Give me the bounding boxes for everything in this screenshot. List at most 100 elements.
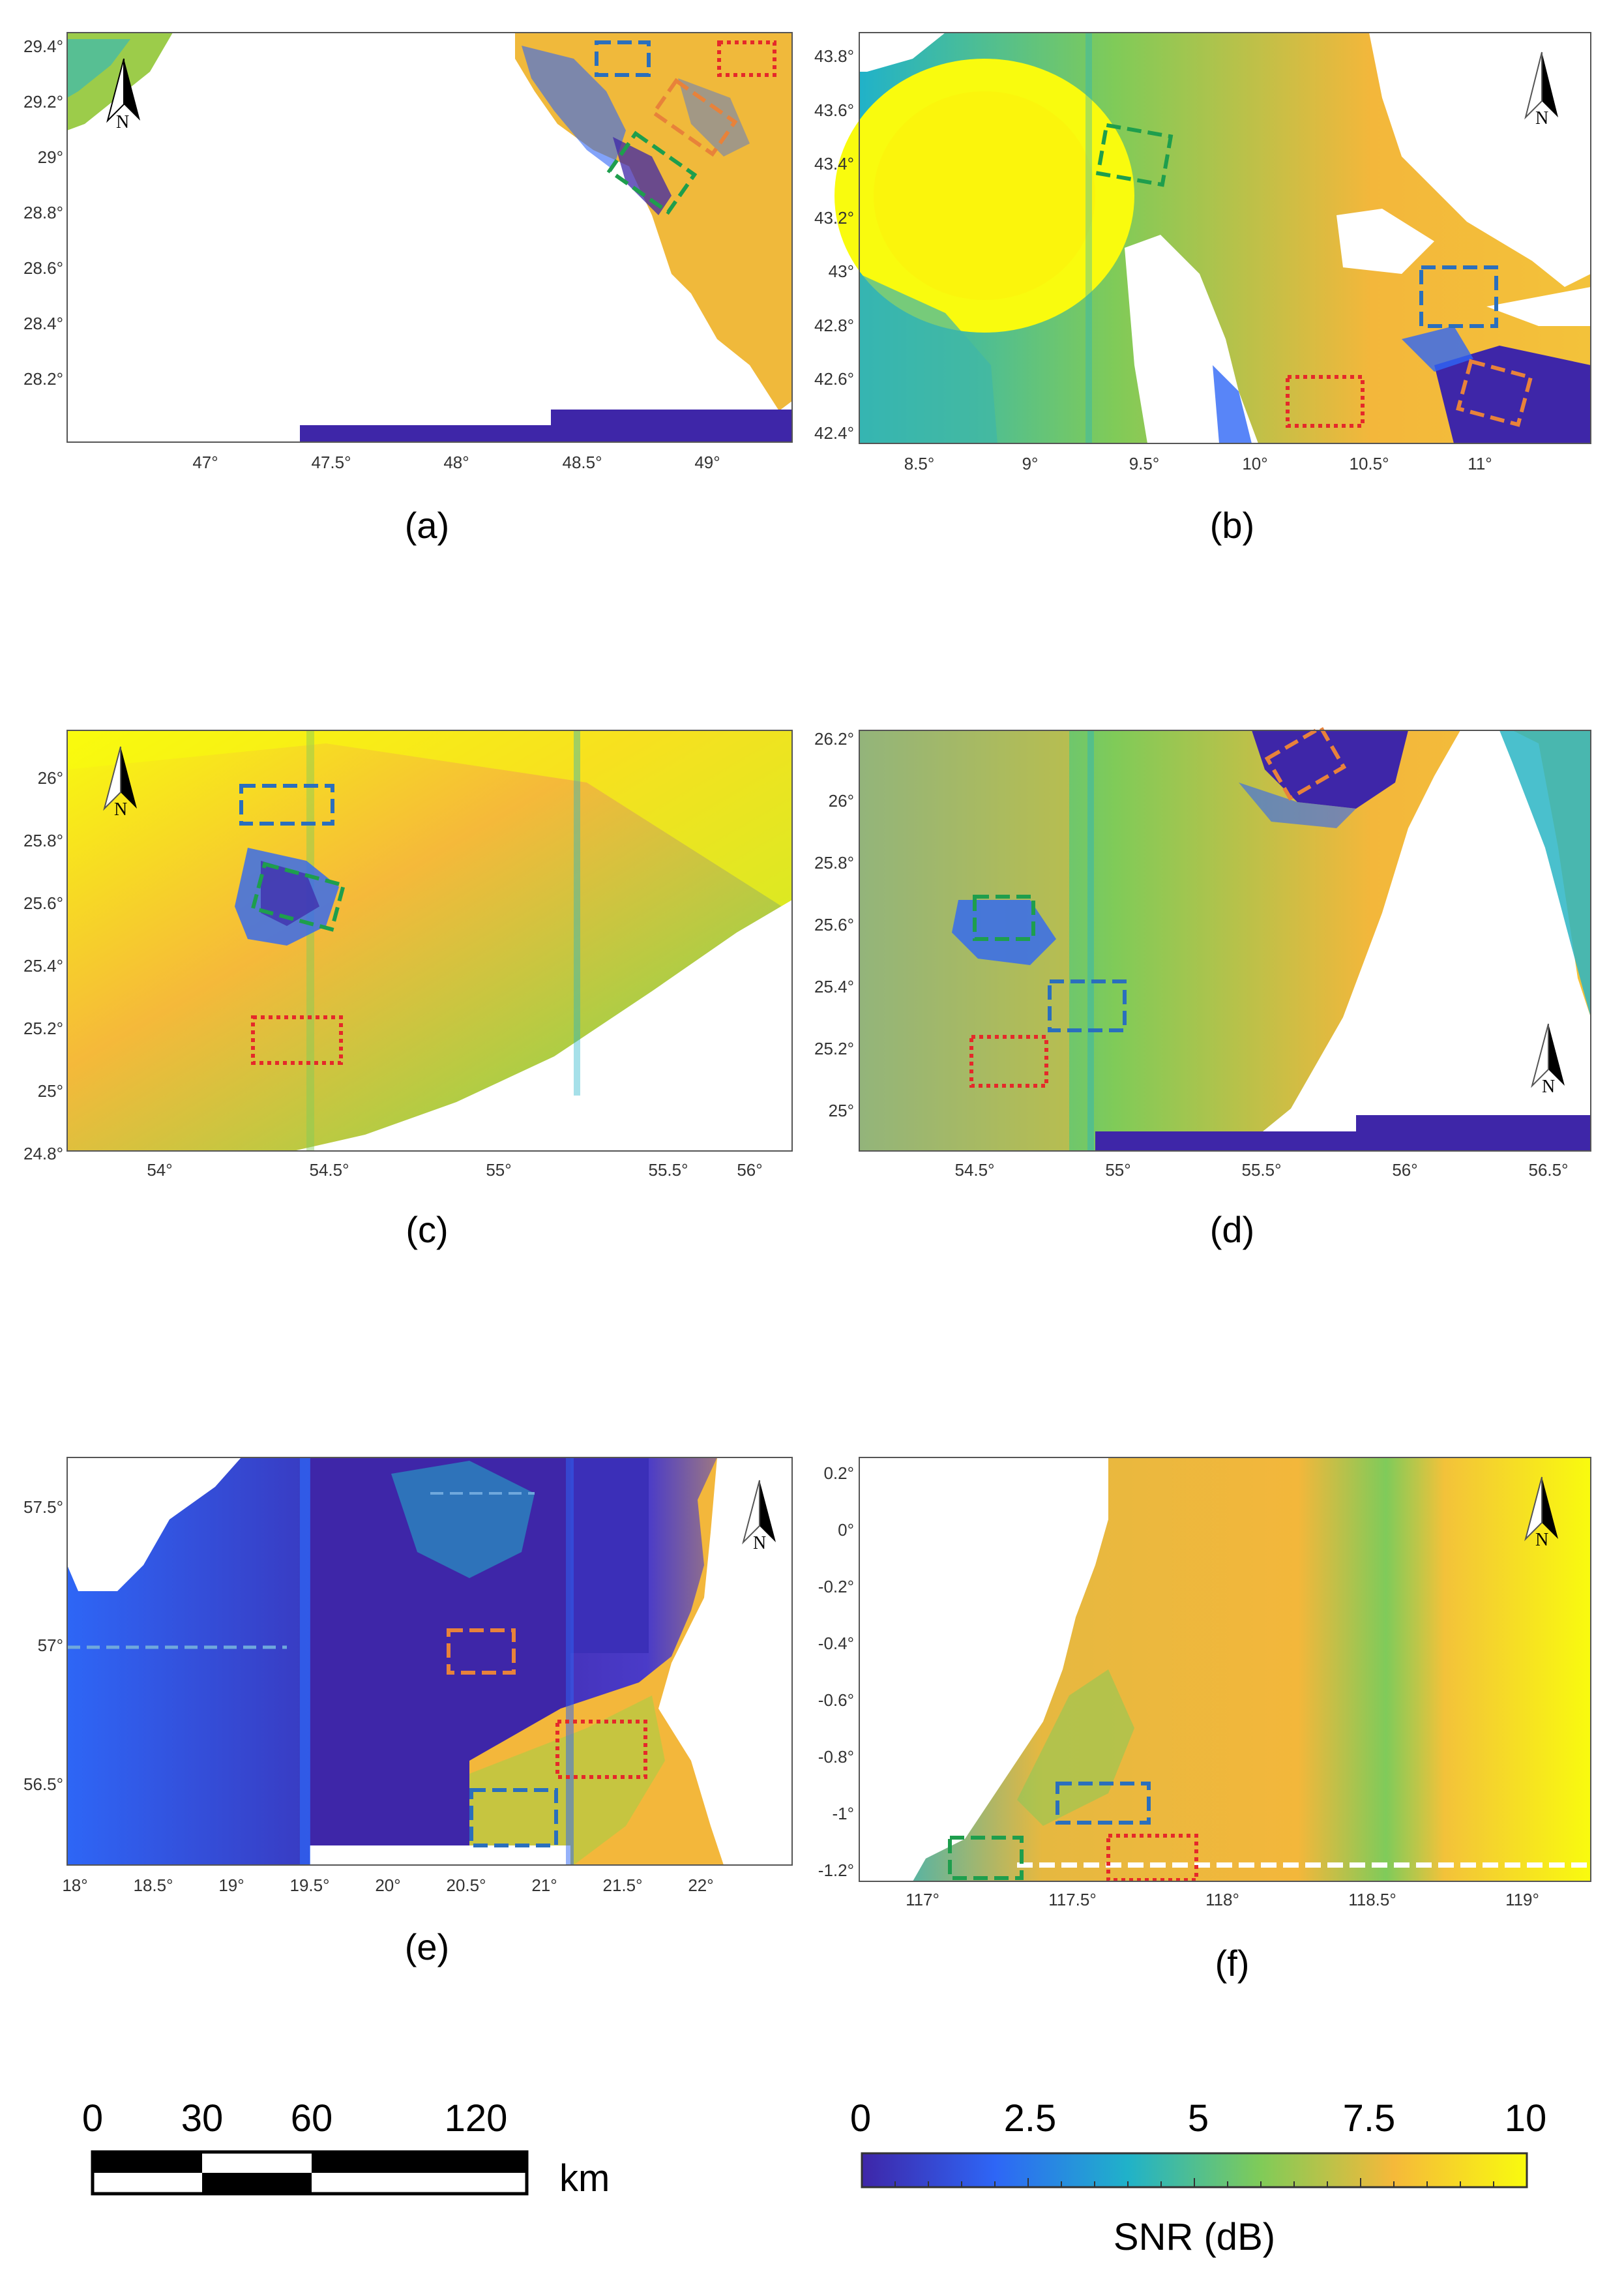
lat-axis-c: 26° 25.8° 25.6° 25.4° 25.2° 25° 24.8°	[23, 768, 63, 1163]
lon-tick: 55.5°	[1241, 1160, 1281, 1180]
lat-tick: 43.4°	[814, 154, 854, 173]
lat-axis-f: 0.2° 0° -0.2° -0.4° -0.6° -0.8° -1° -1.2…	[818, 1463, 854, 1880]
box-blue	[595, 40, 651, 77]
north-arrow-icon: N	[1524, 1476, 1558, 1550]
colorbar: 0 2.5 5 7.5 10 SNR (dB)	[850, 2097, 1546, 2258]
lat-axis-b: 43.8° 43.6° 43.4° 43.2° 43° 42.8° 42.6° …	[814, 46, 854, 443]
lat-tick: 42.6°	[814, 369, 854, 389]
lon-tick: 8.5°	[904, 454, 935, 473]
lat-tick: 0.2°	[823, 1463, 854, 1483]
lat-tick: 0°	[838, 1520, 854, 1540]
lon-tick: 48.5°	[562, 453, 602, 472]
lat-tick: 25.8°	[23, 831, 63, 850]
lat-tick: -0.2°	[818, 1577, 854, 1596]
panel-caption: (f)	[1215, 1943, 1250, 1984]
box-blue	[1056, 1782, 1151, 1825]
lon-tick: 9.5°	[1129, 454, 1160, 473]
box-blue	[239, 784, 334, 826]
lon-tick: 22°	[688, 1875, 713, 1895]
lat-axis-a: 29.4° 29.2° 29° 28.8° 28.6° 28.4° 28.2°	[23, 37, 63, 389]
lon-tick: 20.5°	[446, 1875, 486, 1895]
box-green	[973, 895, 1035, 941]
lat-tick: 28.6°	[23, 258, 63, 278]
lon-axis-a: 47° 47.5° 48° 48.5° 49°	[192, 453, 720, 472]
panel-d: N 26.2° 26° 25.8° 25.6° 25.4° 25.2° 25° …	[814, 724, 1591, 1250]
lat-tick: 29.2°	[23, 92, 63, 112]
lon-tick: 54.5°	[954, 1160, 994, 1180]
lat-tick: 29.4°	[23, 37, 63, 56]
panel-f: N 0.2° 0° -0.2° -0.4° -0.6° -0.8° -1° -1…	[818, 1457, 1591, 1984]
lat-tick: 25°	[38, 1081, 63, 1101]
lon-tick: 18°	[62, 1875, 87, 1895]
panel-caption: (a)	[405, 505, 449, 546]
box-blue	[469, 1788, 558, 1847]
box-orange	[1264, 724, 1347, 801]
map-f: N	[859, 1457, 1591, 1882]
lat-tick: 56.5°	[23, 1774, 63, 1794]
svg-text:N: N	[753, 1533, 766, 1553]
lat-tick: 25.8°	[814, 853, 854, 873]
svg-text:N: N	[1535, 1530, 1548, 1550]
lon-tick: 48°	[443, 453, 469, 472]
lon-tick: 54.5°	[309, 1160, 349, 1180]
colorbar-tick-label: 0	[850, 2097, 871, 2140]
panel-b: N 43.8° 43.6° 43.4° 43.2° 43° 42.8° 42.6…	[814, 32, 1591, 546]
lon-axis-e: 18° 18.5° 19° 19.5° 20° 20.5° 21° 21.5° …	[62, 1875, 713, 1895]
scale-bar: 0 30 60 120 km	[82, 2097, 610, 2200]
lon-axis-f: 117° 117.5° 118° 118.5° 119°	[906, 1890, 1539, 1909]
map-d: N	[859, 724, 1591, 1152]
box-orange	[1456, 359, 1533, 427]
box-green	[606, 130, 698, 215]
lat-tick: 28.2°	[23, 369, 63, 389]
lon-tick: 55°	[1105, 1160, 1130, 1180]
lon-tick: 56.5°	[1528, 1160, 1568, 1180]
svg-text:N: N	[1542, 1077, 1555, 1097]
box-blue	[1419, 265, 1498, 328]
svg-text:N: N	[116, 112, 129, 132]
colorbar-tick-label: 2.5	[1004, 2097, 1057, 2140]
lon-tick: 18.5°	[133, 1875, 173, 1895]
north-arrow-icon: N	[106, 58, 140, 132]
lat-tick: 57°	[38, 1635, 63, 1655]
lat-tick: 24.8°	[23, 1144, 63, 1163]
lat-tick: 26.2°	[814, 729, 854, 749]
lat-tick: -1°	[832, 1804, 854, 1823]
scale-label: 30	[181, 2097, 224, 2140]
lon-tick: 117°	[906, 1890, 939, 1909]
lon-tick: 54°	[147, 1160, 172, 1180]
scale-label: 60	[291, 2097, 333, 2140]
lat-tick: 26°	[829, 791, 854, 811]
lon-tick: 56°	[1392, 1160, 1417, 1180]
lat-tick: 43°	[829, 261, 854, 281]
lat-tick: 25.6°	[814, 915, 854, 934]
lat-tick: 43.6°	[814, 100, 854, 120]
lon-tick: 19.5°	[289, 1875, 329, 1895]
box-green	[1095, 123, 1174, 187]
lat-tick: 28.8°	[23, 203, 63, 222]
colorbar-tick-label: 5	[1188, 2097, 1209, 2140]
lat-tick: 28.4°	[23, 314, 63, 333]
lat-tick: -0.8°	[818, 1747, 854, 1767]
lon-tick: 118°	[1205, 1890, 1239, 1909]
lon-tick: 10°	[1242, 454, 1267, 473]
lat-tick: 25.4°	[23, 956, 63, 976]
lon-tick: 47.5°	[311, 453, 351, 472]
map-b: N	[834, 32, 1591, 444]
lon-tick: 56°	[737, 1160, 762, 1180]
box-green	[948, 1836, 1024, 1880]
colorbar-ticks	[894, 2178, 1494, 2187]
scale-label: 120	[445, 2097, 508, 2140]
box-red	[251, 1015, 343, 1065]
panel-c: N 26° 25.8° 25.6° 25.4° 25.2° 25° 24.8° …	[23, 730, 793, 1250]
lon-tick: 47°	[192, 453, 218, 472]
lon-tick: 119°	[1505, 1890, 1539, 1909]
north-arrow-icon: N	[1524, 52, 1558, 128]
box-red	[1106, 1834, 1198, 1882]
lat-axis-d: 26.2° 26° 25.8° 25.6° 25.4° 25.2° 25°	[814, 729, 854, 1120]
map-a: N	[66, 32, 793, 443]
lon-tick: 20°	[375, 1875, 400, 1895]
box-red	[555, 1720, 647, 1779]
panel-caption: (e)	[405, 1926, 449, 1967]
lon-tick: 11°	[1468, 454, 1492, 473]
